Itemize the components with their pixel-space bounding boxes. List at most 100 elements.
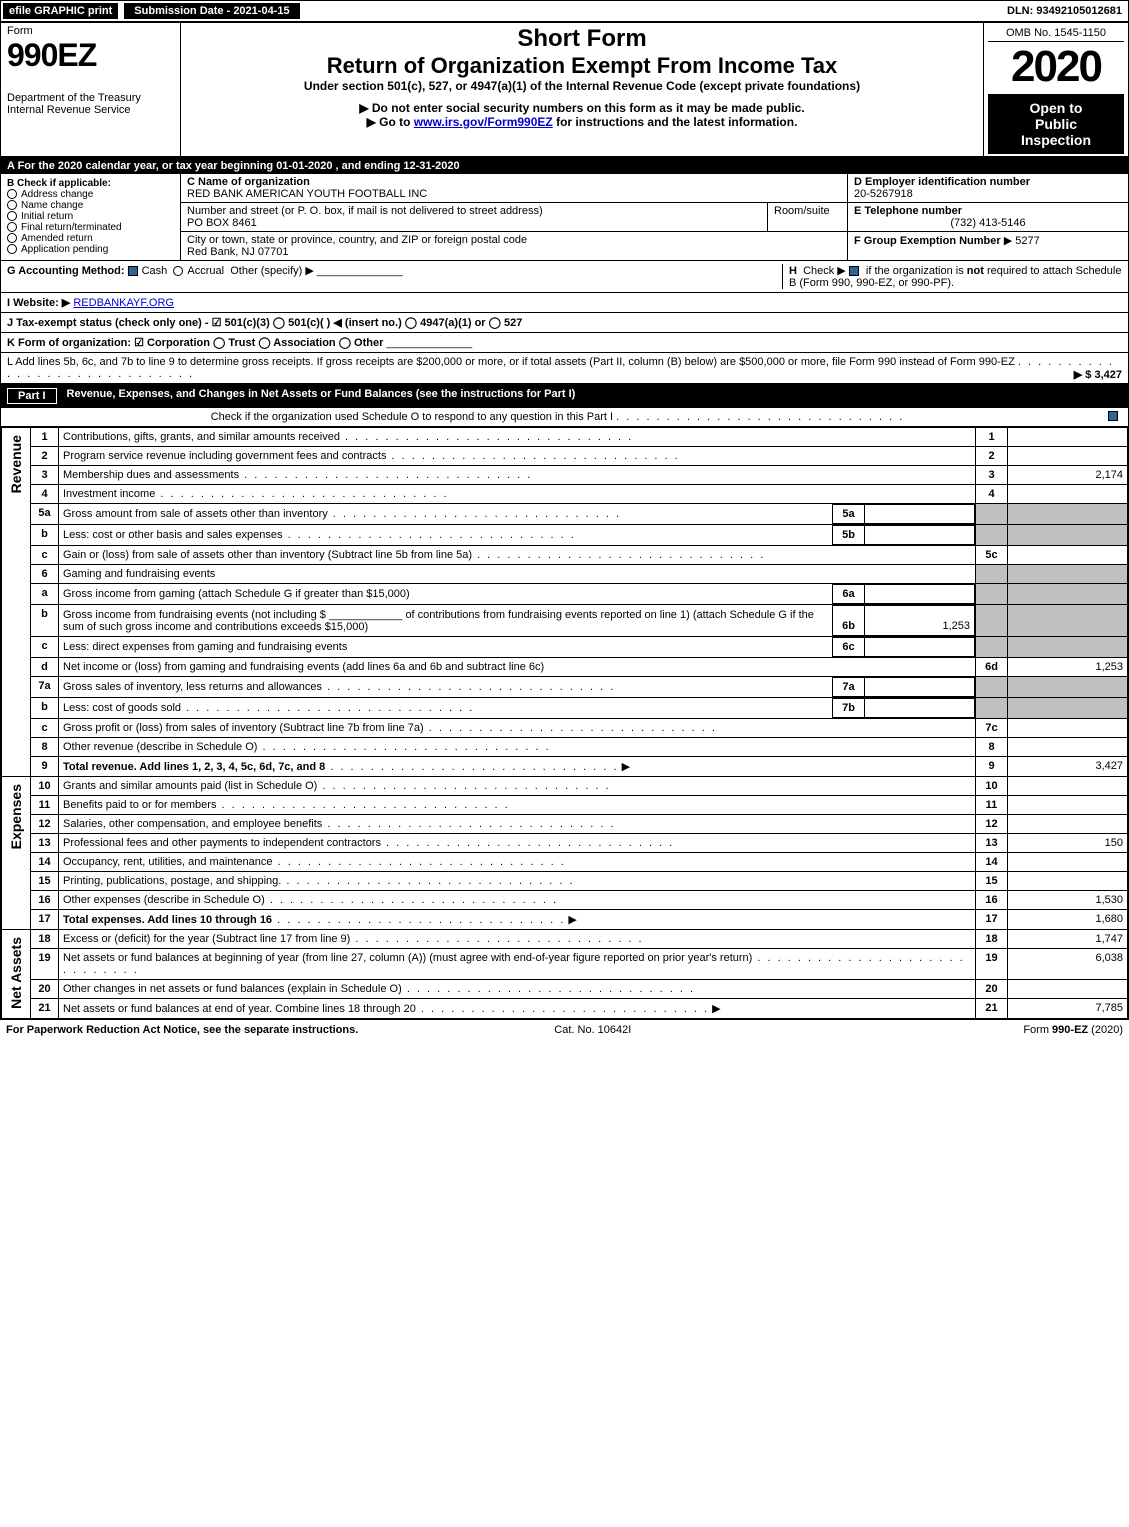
row-11: 11Benefits paid to or for members11 — [2, 796, 1128, 815]
omb-number: OMB No. 1545-1150 — [988, 25, 1124, 42]
submission-date-button[interactable]: Submission Date - 2021-04-15 — [124, 3, 299, 19]
label-org-name: C Name of organization — [187, 176, 841, 188]
row-19: 19Net assets or fund balances at beginni… — [2, 949, 1128, 980]
part1-check-text: Check if the organization used Schedule … — [211, 411, 613, 423]
footer-left: For Paperwork Reduction Act Notice, see … — [6, 1024, 358, 1036]
dept-treasury: Department of the Treasury — [7, 92, 174, 104]
row-6a: aGross income from gaming (attach Schedu… — [2, 584, 1128, 605]
l-text: L Add lines 5b, 6c, and 7b to line 9 to … — [7, 356, 1015, 368]
side-expenses: Expenses — [6, 780, 26, 853]
row-7c: cGross profit or (loss) from sales of in… — [2, 719, 1128, 738]
box-b-title: B Check if applicable: — [7, 178, 174, 189]
org-name: RED BANK AMERICAN YOUTH FOOTBALL INC — [187, 188, 841, 200]
form-990ez-page: efile GRAPHIC print Submission Date - 20… — [0, 0, 1129, 1020]
irs-link[interactable]: www.irs.gov/Form990EZ — [414, 115, 553, 129]
row-6: 6Gaming and fundraising events — [2, 565, 1128, 584]
section-a-taxyear: A For the 2020 calendar year, or tax yea… — [1, 158, 1128, 174]
row-14: 14Occupancy, rent, utilities, and mainte… — [2, 853, 1128, 872]
label-ein: D Employer identification number — [854, 176, 1122, 188]
row-13: 13Professional fees and other payments t… — [2, 834, 1128, 853]
entity-block: B Check if applicable: Address change Na… — [1, 174, 1128, 261]
open-line2: Public — [992, 116, 1120, 132]
group-exemption-value: 5277 — [1015, 235, 1039, 247]
ein-value: 20-5267918 — [854, 188, 1122, 200]
label-address: Number and street (or P. O. box, if mail… — [187, 205, 543, 217]
row-5b: bLess: cost or other basis and sales exp… — [2, 525, 1128, 546]
box-e: E Telephone number (732) 413-5146 — [848, 203, 1128, 232]
box-b: B Check if applicable: Address change Na… — [1, 174, 181, 260]
website-link[interactable]: REDBANKAYF.ORG — [73, 297, 174, 309]
goto-post: for instructions and the latest informat… — [553, 115, 798, 129]
side-revenue: Revenue — [6, 431, 26, 497]
line-g: G Accounting Method: Cash Accrual Other … — [7, 264, 782, 289]
row-3: 3Membership dues and assessments32,174 — [2, 466, 1128, 485]
part1-title: Revenue, Expenses, and Changes in Net As… — [67, 388, 576, 404]
i-label: I Website: ▶ — [7, 297, 70, 309]
efile-print-button[interactable]: efile GRAPHIC print — [3, 3, 118, 19]
city-value: Red Bank, NJ 07701 — [187, 246, 841, 258]
k-text: K Form of organization: ☑ Corporation ◯ … — [7, 337, 383, 349]
lines-table: Revenue 1Contributions, gifts, grants, a… — [1, 427, 1128, 1019]
g-other: Other (specify) ▶ — [230, 265, 314, 277]
short-form-title: Short Form — [187, 25, 977, 53]
row-8: 8Other revenue (describe in Schedule O)8 — [2, 738, 1128, 757]
chk-amended-return[interactable]: Amended return — [7, 233, 174, 244]
chk-schedule-o[interactable] — [1108, 411, 1118, 421]
row-15: 15Printing, publications, postage, and s… — [2, 872, 1128, 891]
chk-application-pending[interactable]: Application pending — [7, 244, 174, 255]
chk-address-change[interactable]: Address change — [7, 189, 174, 200]
header-center: Short Form Return of Organization Exempt… — [181, 23, 983, 156]
row-10: Expenses 10Grants and similar amounts pa… — [2, 777, 1128, 796]
row-4: 4Investment income4 — [2, 485, 1128, 504]
goto-line: ▶ Go to www.irs.gov/Form990EZ for instru… — [187, 115, 977, 129]
row-12: 12Salaries, other compensation, and empl… — [2, 815, 1128, 834]
form-header: Form 990EZ Department of the Treasury In… — [1, 23, 1128, 158]
label-city: City or town, state or province, country… — [187, 234, 527, 246]
box-d: D Employer identification number 20-5267… — [848, 174, 1128, 203]
irs-label: Internal Revenue Service — [7, 104, 174, 116]
l-amount: ▶ $ 3,427 — [1074, 368, 1122, 381]
arrow-f: ▶ — [1004, 235, 1012, 247]
open-to-public: Open to Public Inspection — [988, 94, 1124, 154]
open-line1: Open to — [992, 100, 1120, 116]
side-netassets: Net Assets — [6, 933, 26, 1013]
line-l: L Add lines 5b, 6c, and 7b to line 9 to … — [1, 353, 1128, 384]
chk-h[interactable] — [849, 266, 859, 276]
box-c-address: Number and street (or P. O. box, if mail… — [181, 203, 768, 232]
form-word: Form — [7, 25, 174, 37]
line-h: H Check ▶ if the organization is not req… — [782, 264, 1122, 289]
dln-label: DLN: 93492105012681 — [1007, 5, 1128, 17]
top-bar: efile GRAPHIC print Submission Date - 20… — [1, 1, 1128, 23]
address-value: PO BOX 8461 — [187, 217, 761, 229]
row-20: 20Other changes in net assets or fund ba… — [2, 980, 1128, 999]
row-21: 21Net assets or fund balances at end of … — [2, 999, 1128, 1019]
open-line3: Inspection — [992, 132, 1120, 148]
row-9: 9Total revenue. Add lines 1, 2, 3, 4, 5c… — [2, 757, 1128, 777]
form-number: 990EZ — [7, 37, 174, 74]
row-7b: bLess: cost of goods sold7b — [2, 698, 1128, 719]
chk-accrual[interactable] — [173, 266, 183, 276]
label-group-exemption: F Group Exemption Number — [854, 235, 1001, 247]
subtitle: Under section 501(c), 527, or 4947(a)(1)… — [187, 79, 977, 93]
chk-name-change[interactable]: Name change — [7, 200, 174, 211]
row-6d: dNet income or (loss) from gaming and fu… — [2, 658, 1128, 677]
goto-pre: ▶ Go to — [367, 115, 414, 129]
chk-initial-return[interactable]: Initial return — [7, 211, 174, 222]
chk-cash[interactable] — [128, 266, 138, 276]
j-text: J Tax-exempt status (check only one) - ☑… — [7, 317, 522, 329]
row-2: 2Program service revenue including gover… — [2, 447, 1128, 466]
line-k: K Form of organization: ☑ Corporation ◯ … — [1, 333, 1128, 353]
chk-final-return[interactable]: Final return/terminated — [7, 222, 174, 233]
row-6c: cLess: direct expenses from gaming and f… — [2, 637, 1128, 658]
line-g-h: G Accounting Method: Cash Accrual Other … — [1, 261, 1128, 293]
ssn-warning: ▶ Do not enter social security numbers o… — [187, 101, 977, 115]
box-c-city: City or town, state or province, country… — [181, 232, 848, 260]
header-right: OMB No. 1545-1150 2020 Open to Public In… — [983, 23, 1128, 156]
line-i: I Website: ▶ REDBANKAYF.ORG — [1, 293, 1128, 313]
part1-label: Part I — [7, 388, 57, 404]
room-suite: Room/suite — [768, 203, 848, 232]
box-c-name: C Name of organization RED BANK AMERICAN… — [181, 174, 848, 203]
tax-year: 2020 — [988, 42, 1124, 92]
line-j: J Tax-exempt status (check only one) - ☑… — [1, 313, 1128, 333]
phone-value: (732) 413-5146 — [854, 217, 1122, 229]
